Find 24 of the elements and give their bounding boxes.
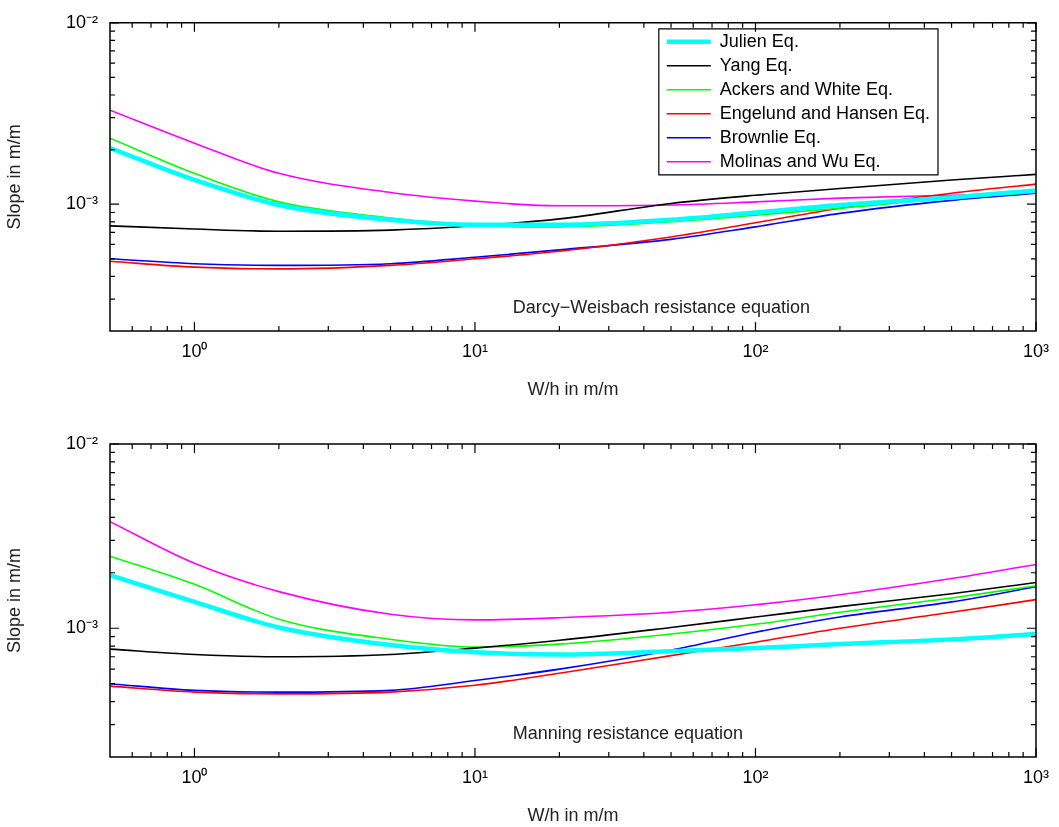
y-tick-label: 10⁻³	[65, 617, 99, 638]
x-tick-label: 10⁰	[181, 766, 208, 787]
y-tick-label: 10⁻²	[65, 432, 99, 453]
y-tick-label: 10⁻³	[65, 193, 99, 214]
legend-label: Brownlie Eq.	[719, 126, 821, 147]
legend-label: Julien Eq.	[719, 30, 799, 51]
y-tick-label: 10⁻²	[65, 11, 99, 32]
x-tick-label: 10¹	[461, 340, 488, 361]
x-tick-label: 10²	[742, 340, 769, 361]
legend-label: Ackers and White Eq.	[719, 78, 893, 99]
annotation: Darcy−Weisbach resistance equation	[512, 297, 811, 317]
y-axis-title: Slope in m/m	[3, 124, 24, 230]
legend-label: Molinas and Wu Eq.	[719, 150, 881, 171]
x-tick-label: 10³	[1022, 766, 1050, 787]
legend-label: Engelund and Hansen Eq.	[719, 102, 930, 123]
legend-label: Yang Eq.	[719, 54, 793, 75]
x-tick-label: 10³	[1022, 340, 1050, 361]
annotation: Manning resistance equation	[512, 723, 743, 743]
x-tick-label: 10⁰	[181, 340, 208, 361]
x-axis-title: W/h in m/m	[527, 379, 619, 400]
x-tick-label: 10¹	[461, 766, 488, 787]
y-axis-title: Slope in m/m	[3, 547, 24, 654]
x-tick-label: 10²	[742, 766, 769, 787]
x-axis-title: W/h in m/m	[527, 805, 619, 826]
